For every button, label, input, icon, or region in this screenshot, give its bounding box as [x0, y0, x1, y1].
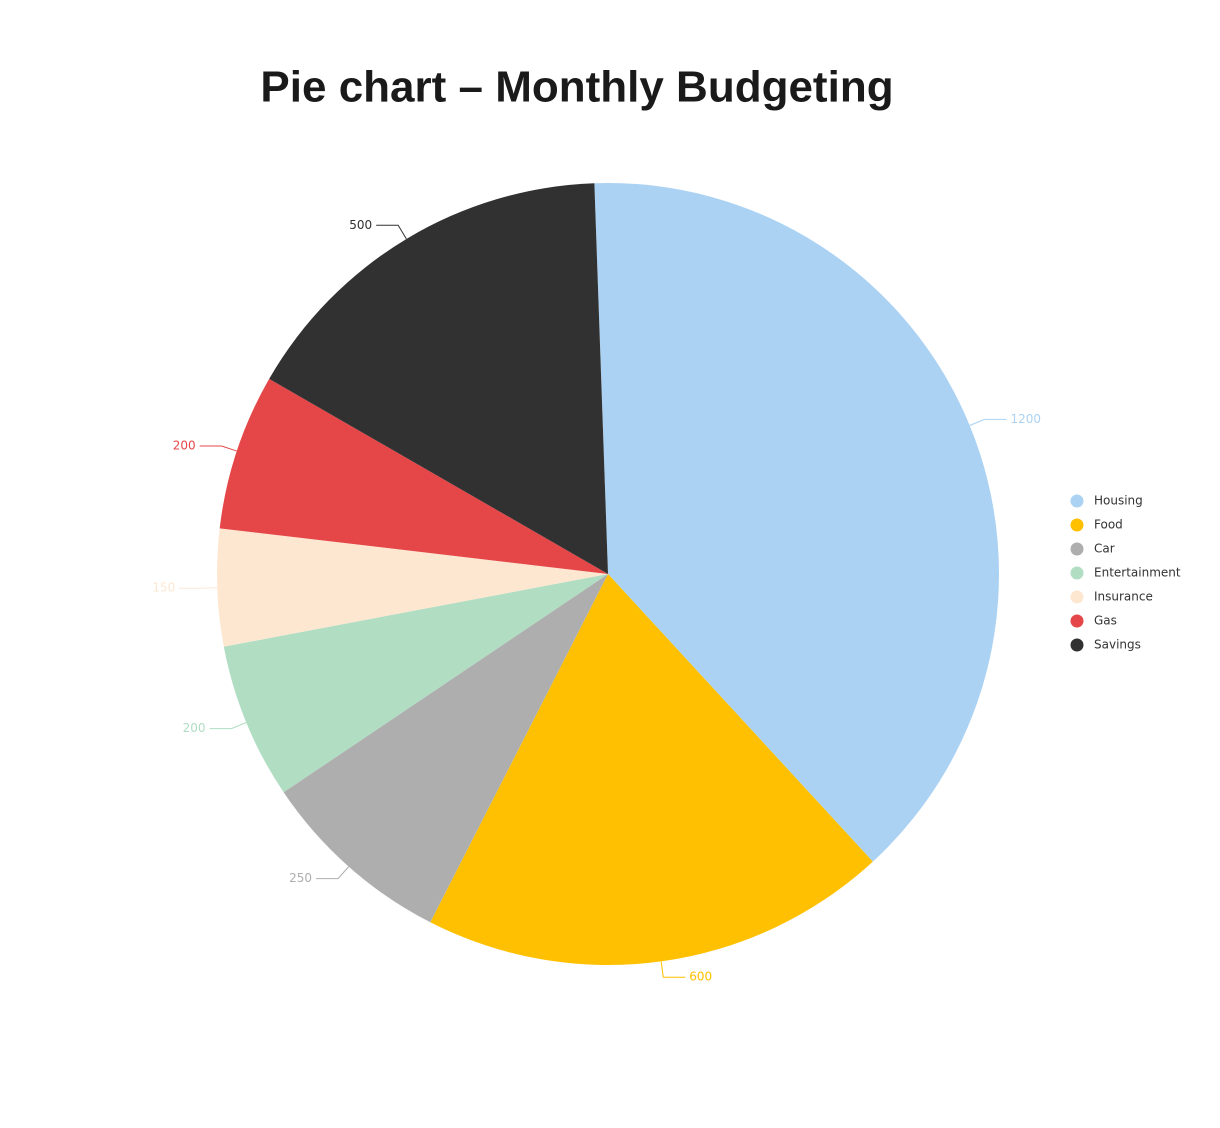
label-leader [199, 445, 237, 452]
label-leader [209, 722, 247, 730]
data-label: 200 [173, 439, 196, 453]
data-label: 150 [152, 581, 175, 595]
legend-label: Insurance [1094, 590, 1153, 604]
legend-label: Housing [1094, 494, 1143, 508]
pie-slice [219, 378, 609, 574]
legend-label: Car [1094, 542, 1115, 556]
pie-slice [217, 528, 608, 647]
legend-label: Food [1094, 518, 1123, 532]
data-label: 1200 [1010, 412, 1041, 426]
pie-slice [430, 574, 873, 965]
legend-marker [1070, 614, 1084, 628]
pie-slice [269, 183, 608, 574]
label-leader [179, 587, 218, 589]
legend-label: Savings [1094, 638, 1141, 652]
pie-slice [223, 574, 608, 793]
legend-marker [1070, 518, 1084, 532]
legend-marker [1070, 566, 1084, 580]
legend-marker [1070, 542, 1084, 556]
legend-marker [1070, 638, 1084, 652]
data-label: 500 [349, 218, 372, 232]
pie-slice [594, 183, 999, 862]
data-label: 600 [689, 970, 712, 984]
pie-slice [283, 574, 608, 923]
legend-label: Gas [1094, 614, 1117, 628]
legend-marker [1070, 494, 1084, 508]
data-label: 250 [289, 871, 312, 885]
label-leader [660, 961, 686, 978]
legend-label: Entertainment [1094, 566, 1181, 580]
data-label: 200 [183, 721, 206, 735]
chart-title: Pie chart – Monthly Budgeting [260, 63, 893, 112]
label-leader [969, 418, 1007, 426]
label-leader [376, 224, 407, 240]
label-leader [316, 866, 350, 880]
legend-marker [1070, 590, 1084, 604]
